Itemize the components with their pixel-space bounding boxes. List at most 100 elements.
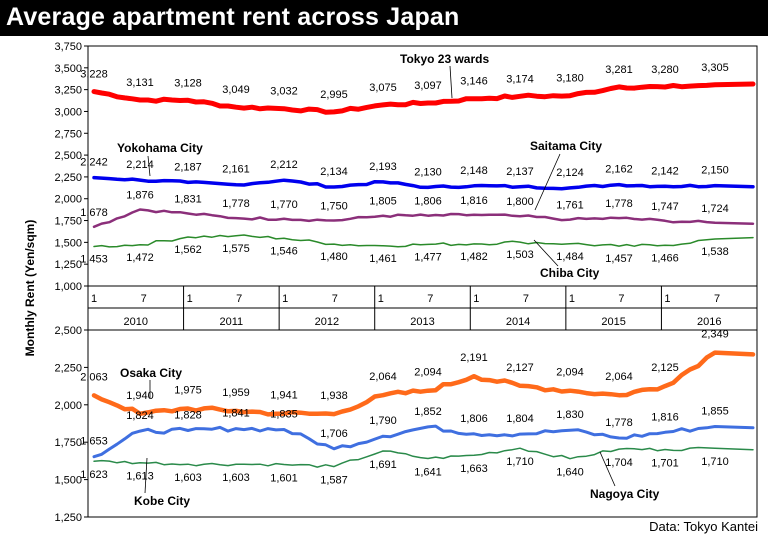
x-month-label: 7 xyxy=(332,293,338,305)
bottom-y-tick-label: 2,000 xyxy=(54,400,82,412)
bottom-y-tick-label: 1,250 xyxy=(54,512,82,524)
nagoya-data-label: 1,710 xyxy=(701,456,729,468)
chiba-data-label: 1,503 xyxy=(506,249,534,261)
saitama-data-label: 1,805 xyxy=(369,196,397,208)
saitama-data-label: 1,778 xyxy=(605,198,633,210)
top-y-tick-label: 2,250 xyxy=(54,172,82,184)
saitama-data-label: 1,806 xyxy=(414,196,442,208)
tokyo-data-label: 3,097 xyxy=(414,80,442,92)
tokyo-data-label: 3,128 xyxy=(174,77,202,89)
chiba-data-label: 1,457 xyxy=(605,253,633,265)
yokohama-line xyxy=(92,175,755,191)
x-month-label: 1 xyxy=(187,293,193,305)
osaka-data-label: 2,349 xyxy=(701,329,729,341)
yokohama-data-label: 2,134 xyxy=(320,166,348,178)
saitama-data-label: 1,761 xyxy=(556,200,584,212)
yokohama-data-label: 2,187 xyxy=(174,161,202,173)
yokohama-leader-line xyxy=(147,155,151,177)
chiba-data-label: 1,484 xyxy=(556,251,584,263)
chiba-data-label: 1,480 xyxy=(320,251,348,263)
kobe-data-label: 1,830 xyxy=(556,409,584,421)
nagoya-data-label: 1,710 xyxy=(506,456,534,468)
x-month-label: 7 xyxy=(236,293,242,305)
osaka-line xyxy=(91,350,756,417)
saitama-data-label: 1,750 xyxy=(320,201,348,213)
osaka-data-label: 2,127 xyxy=(506,362,534,374)
y-axis-label: Monthly Rent (Yen/sqm) xyxy=(23,220,37,357)
osaka-series-label: Osaka City xyxy=(120,366,182,380)
saitama-line xyxy=(92,208,755,229)
osaka-data-label: 2,125 xyxy=(651,362,679,374)
nagoya-data-label: 1,601 xyxy=(270,472,298,484)
top-y-tick-label: 2,000 xyxy=(54,194,82,206)
nagoya-data-label: 1,603 xyxy=(222,472,250,484)
x-month-label: 7 xyxy=(714,293,720,305)
saitama-data-label: 1,816 xyxy=(460,195,488,207)
tokyo-data-label: 3,280 xyxy=(651,64,679,76)
yokohama-series-label: Yokohama City xyxy=(117,141,203,155)
osaka-data-label: 2,064 xyxy=(605,371,633,383)
osaka-data-label: 1,975 xyxy=(174,385,202,397)
kobe-data-label: 1,855 xyxy=(701,405,729,417)
bottom-plot-frame xyxy=(87,329,758,518)
chiba-data-label: 1,562 xyxy=(174,244,202,256)
saitama-series-label: Saitama City xyxy=(530,139,602,153)
osaka-data-label: 2,094 xyxy=(556,367,584,379)
tokyo-data-label: 3,032 xyxy=(270,86,298,98)
top-y-tick-label: 3,500 xyxy=(54,63,82,75)
tokyo-line xyxy=(91,81,756,115)
title-bar xyxy=(0,0,768,36)
x-year-label: 2016 xyxy=(697,316,721,328)
tokyo-data-label: 3,281 xyxy=(605,64,633,76)
top-y-tick-label: 1,000 xyxy=(54,281,82,293)
x-year-label: 2011 xyxy=(220,316,244,328)
chiba-data-label: 1,482 xyxy=(460,251,488,263)
saitama-data-label: 1,800 xyxy=(506,196,534,208)
data-source: Data: Tokyo Kantei xyxy=(649,519,758,534)
saitama-data-label: 1,747 xyxy=(651,201,679,213)
saitama-data-label: 1,778 xyxy=(222,198,250,210)
bottom-y-tick-label: 1,750 xyxy=(54,437,82,449)
osaka-data-label: 2,064 xyxy=(369,371,397,383)
kobe-data-label: 1,778 xyxy=(605,417,633,429)
saitama-data-label: 1,770 xyxy=(270,199,298,211)
yokohama-data-label: 2,142 xyxy=(651,165,679,177)
osaka-data-label: 1,940 xyxy=(126,390,154,402)
osaka-data-label: 1,959 xyxy=(222,387,250,399)
bottom-y-tick-label: 2,250 xyxy=(54,362,82,374)
bottom-y-tick-label: 1,500 xyxy=(54,475,82,487)
chiba-data-label: 1,477 xyxy=(414,251,442,263)
kobe-data-label: 1,806 xyxy=(460,413,488,425)
saitama-leader-line xyxy=(534,153,561,211)
x-year-label: 2010 xyxy=(124,316,148,328)
nagoya-data-label: 1,663 xyxy=(460,463,488,475)
x-year-label: 2015 xyxy=(601,316,625,328)
x-month-label: 1 xyxy=(473,293,479,305)
top-y-tick-label: 3,000 xyxy=(54,106,82,118)
yokohama-data-label: 2,148 xyxy=(460,165,488,177)
x-month-label: 1 xyxy=(569,293,575,305)
tokyo-data-label: 3,305 xyxy=(701,62,729,74)
kobe-data-label: 1,804 xyxy=(506,413,534,425)
tokyo-leader-line xyxy=(449,65,453,99)
x-year-label: 2013 xyxy=(410,316,434,328)
top-y-tick-label: 3,250 xyxy=(54,85,82,97)
chiba-leader-line xyxy=(533,239,559,267)
yokohama-data-label: 2,137 xyxy=(506,166,534,178)
nagoya-line xyxy=(93,446,754,468)
osaka-data-label: 2,191 xyxy=(460,352,488,364)
tokyo-data-label: 3,174 xyxy=(506,73,534,85)
top-y-tick-label: 1,250 xyxy=(54,259,82,271)
saitama-data-label: 1,876 xyxy=(126,190,154,202)
tokyo-series-label: Tokyo 23 wards xyxy=(400,52,489,66)
osaka-data-label: 1,941 xyxy=(270,390,298,402)
kobe-data-label: 1,790 xyxy=(369,415,397,427)
chiba-series-label: Chiba City xyxy=(540,266,600,280)
kobe-series-label: Kobe City xyxy=(134,494,190,508)
top-y-tick-label: 1,750 xyxy=(54,216,82,228)
nagoya-series-label: Nagoya City xyxy=(590,487,660,501)
kobe-data-label: 1,852 xyxy=(414,406,442,418)
tokyo-data-label: 3,180 xyxy=(556,73,584,85)
kobe-line xyxy=(92,424,755,459)
